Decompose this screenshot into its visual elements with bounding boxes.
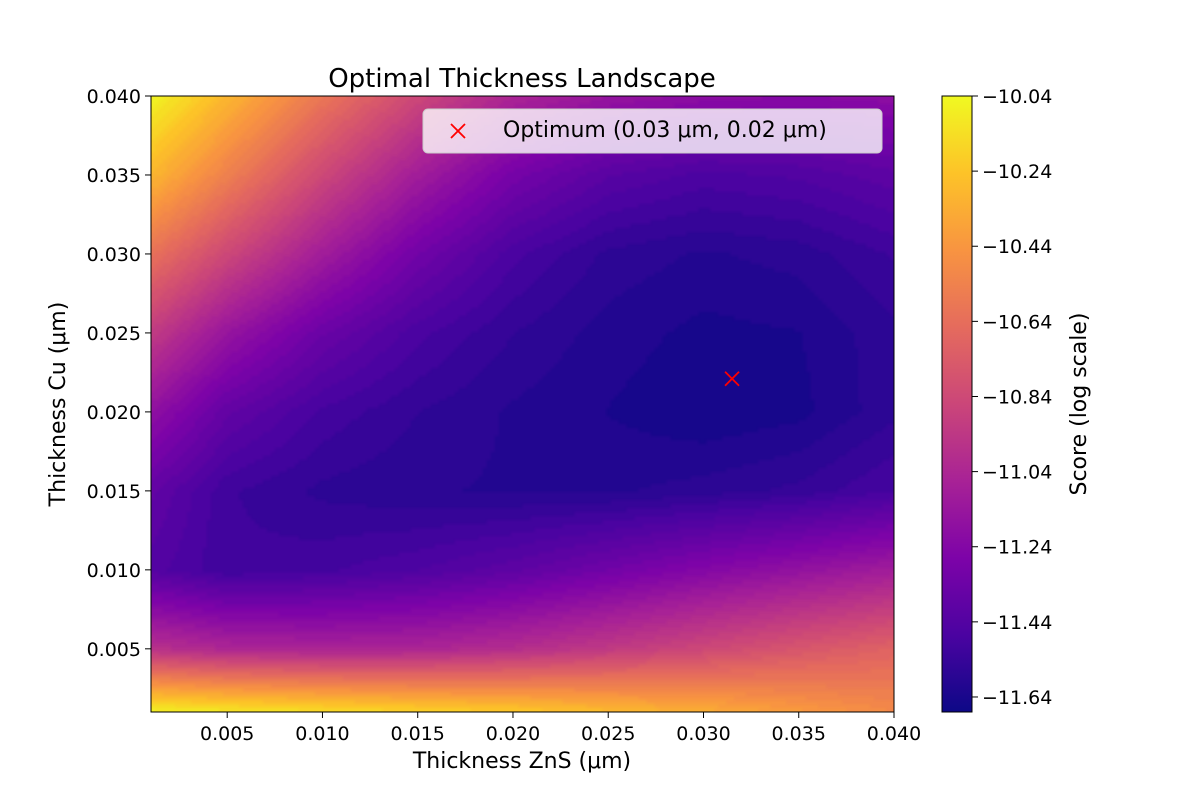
optimum-x-stroke (724, 371, 740, 387)
colorbar-tick-label: −11.64 (982, 687, 1052, 709)
colorbar-tick-label: −11.24 (982, 537, 1052, 559)
colorbar-ticks: −10.04 −10.24 −10.44 −10.64 −10.84 −11.04 −11.… (972, 86, 1052, 709)
x-tick-label: 0.005 (200, 723, 254, 745)
colorbar (942, 96, 972, 712)
colorbar-label: Score (log scale) (1067, 313, 1092, 496)
y-tick-label: 0.015 (87, 481, 141, 503)
legend-label: Optimum (0.03 μm, 0.02 μm) (503, 118, 827, 143)
colorbar-frame (941, 95, 973, 713)
colorbar-tick-label: −10.24 (982, 161, 1052, 183)
plot-frame (150, 95, 895, 713)
x-tick-label: 0.020 (486, 723, 540, 745)
optimum-marker (724, 371, 740, 387)
x-tick-label: 0.025 (581, 723, 635, 745)
y-tick-label: 0.040 (87, 86, 141, 108)
y-tick-label: 0.020 (87, 402, 141, 424)
colorbar-tick-label: −10.64 (982, 311, 1052, 333)
legend-marker-x-icon (450, 123, 466, 139)
x-axis-ticks: 0.005 0.010 0.015 0.020 0.025 0.030 0.035 0.040 (200, 712, 921, 745)
x-axis-label: Thickness ZnS (μm) (412, 749, 631, 774)
y-tick-label: 0.035 (87, 165, 141, 187)
legend: Optimum (0.03 μm, 0.02 μm) (422, 108, 883, 154)
x-tick-label: 0.040 (867, 723, 921, 745)
y-axis-ticks: 0.005 0.010 0.015 0.020 0.025 0.030 0.035 0.040 (87, 86, 151, 661)
y-axis-label: Thickness Cu (μm) (46, 302, 71, 508)
colorbar-tick-label: −10.84 (982, 386, 1052, 408)
heatmap-image (151, 96, 894, 712)
y-tick-label: 0.030 (87, 244, 141, 266)
x-tick-label: 0.035 (772, 723, 826, 745)
legend-box (422, 108, 883, 154)
x-tick-label: 0.010 (295, 723, 349, 745)
colorbar-tick-label: −10.44 (982, 236, 1052, 258)
y-tick-label: 0.010 (87, 560, 141, 582)
legend-x-stroke (450, 123, 466, 139)
colorbar-tick-label: −10.04 (982, 86, 1052, 108)
x-tick-label: 0.015 (391, 723, 445, 745)
colorbar-tick-label: −11.04 (982, 462, 1052, 484)
colorbar-tick-label: −11.44 (982, 612, 1052, 634)
chart-title: Optimal Thickness Landscape (328, 64, 716, 94)
y-tick-label: 0.005 (87, 639, 141, 661)
y-tick-label: 0.025 (87, 323, 141, 345)
x-tick-label: 0.030 (676, 723, 730, 745)
